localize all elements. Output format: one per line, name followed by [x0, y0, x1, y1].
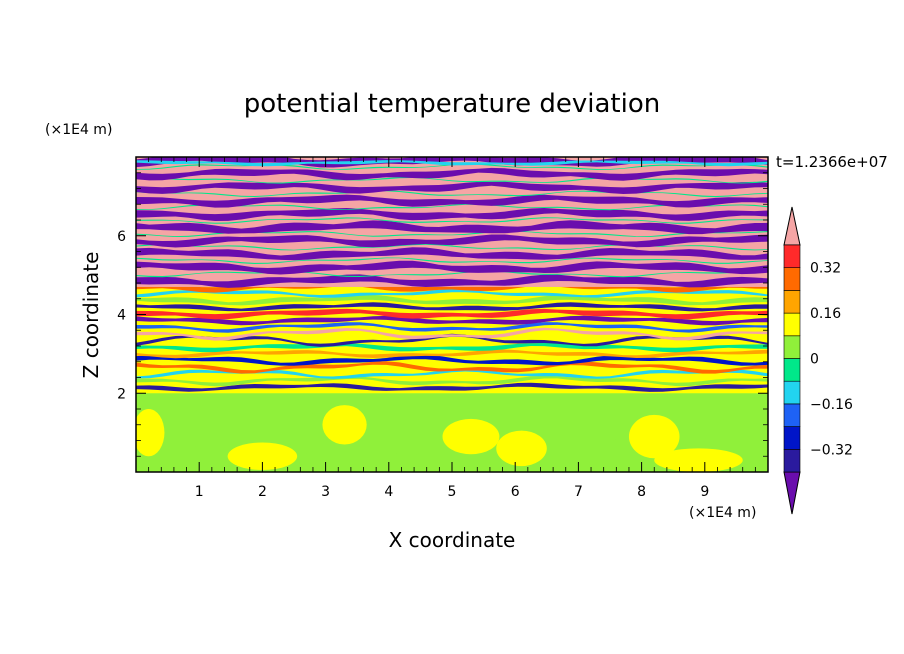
updraft-3 — [442, 418, 500, 455]
x-tick-label: 6 — [511, 484, 520, 500]
colorbar-swatch — [783, 448, 801, 473]
mid-band-1 — [136, 375, 768, 387]
x-tick-label: 4 — [384, 484, 393, 500]
plot-area — [136, 150, 768, 472]
colorbar-swatch — [783, 426, 801, 450]
x-axis-ticks: 1 2 3 4 5 6 7 8 9 — [148, 157, 756, 500]
colorbar-label: −0.32 — [810, 442, 853, 458]
upper-edge-4 — [136, 217, 768, 224]
y-tick-label: 4 — [117, 308, 126, 324]
upper-edge-5 — [136, 203, 768, 211]
colorbar: 0.32 0.16 0 −0.16 −0.32 — [783, 206, 853, 515]
updraft-6 — [654, 448, 743, 472]
mid-band-7 — [136, 333, 768, 347]
upper-band-1 — [136, 260, 768, 275]
mid-band-11 — [136, 308, 768, 320]
mid-band-4 — [136, 354, 768, 366]
x-tick-label: 2 — [258, 484, 267, 500]
colorbar-label: 0.32 — [810, 261, 841, 277]
mid-band-0 — [136, 382, 768, 392]
upper-band-6 — [136, 194, 768, 208]
x-tick-label: 7 — [574, 484, 583, 500]
y-tick-label: 6 — [117, 229, 126, 245]
colorbar-extend-max — [783, 206, 801, 246]
mid-band-10 — [136, 315, 768, 326]
mid-band-3 — [136, 361, 768, 374]
cell-0 — [183, 407, 241, 451]
mid-band-14 — [136, 289, 768, 298]
upper-edge-9 — [136, 150, 768, 157]
upper-band-0 — [136, 274, 768, 288]
upper-band-2 — [136, 247, 768, 261]
x-axis-unit: (×1E4 m) — [689, 505, 756, 521]
upper-band-3 — [136, 234, 768, 248]
colorbar-swatch — [783, 380, 801, 405]
upper-edge-2 — [136, 243, 768, 251]
colorbar-swatch — [783, 358, 801, 382]
colorbar-label: 0 — [810, 352, 819, 368]
upper-band-7 — [136, 181, 768, 194]
x-axis-label: X coordinate — [389, 528, 516, 552]
colorbar-extend-min — [783, 471, 801, 515]
mid-band-6 — [136, 343, 768, 353]
colorbar-swatch — [783, 335, 801, 359]
cell-2 — [385, 416, 430, 457]
y-tick-label: 2 — [117, 386, 126, 402]
updraft-5 — [628, 414, 680, 459]
chart-title: potential temperature deviation — [244, 89, 660, 119]
colorbar-swatch — [783, 244, 801, 269]
upper-edge-7 — [136, 176, 768, 184]
mid-band-2 — [136, 368, 768, 379]
upper-band-8 — [136, 167, 768, 181]
cell-3 — [581, 407, 626, 443]
y-axis-unit: (×1E4 m) — [45, 122, 112, 138]
colorbar-swatch — [783, 403, 801, 427]
x-tick-label: 9 — [700, 484, 709, 500]
upper-band-9 — [136, 157, 768, 168]
mid-band-5 — [136, 349, 768, 359]
x-tick-label: 8 — [637, 484, 646, 500]
time-label: t=1.2366e+07 — [776, 153, 888, 171]
mid-band-9 — [136, 322, 768, 333]
x-tick-label: 1 — [195, 484, 204, 500]
x-tick-label: 5 — [448, 484, 457, 500]
mid-band-8 — [136, 327, 768, 341]
y-axis-label: Z coordinate — [79, 252, 103, 379]
updraft-2 — [322, 405, 367, 445]
colorbar-swatch — [783, 290, 801, 314]
mid-band-13 — [136, 294, 768, 306]
colorbar-swatch — [783, 267, 801, 291]
updraft-4 — [496, 430, 547, 467]
mid-band-12 — [136, 302, 768, 312]
cell-1 — [275, 410, 326, 455]
colorbar-swatch — [783, 312, 801, 337]
upper-band-5 — [136, 208, 768, 221]
updraft-1 — [227, 442, 298, 471]
x-tick-label: 3 — [321, 484, 330, 500]
upper-band-4 — [136, 220, 768, 235]
contour-field — [136, 150, 768, 472]
y-axis-ticks: 2 4 6 — [117, 172, 768, 457]
upper-edge-1 — [136, 257, 768, 264]
updraft-0 — [136, 409, 165, 457]
colorbar-label: 0.16 — [810, 306, 841, 322]
upper-edge-3 — [136, 230, 768, 237]
colorbar-label: −0.16 — [810, 397, 853, 413]
